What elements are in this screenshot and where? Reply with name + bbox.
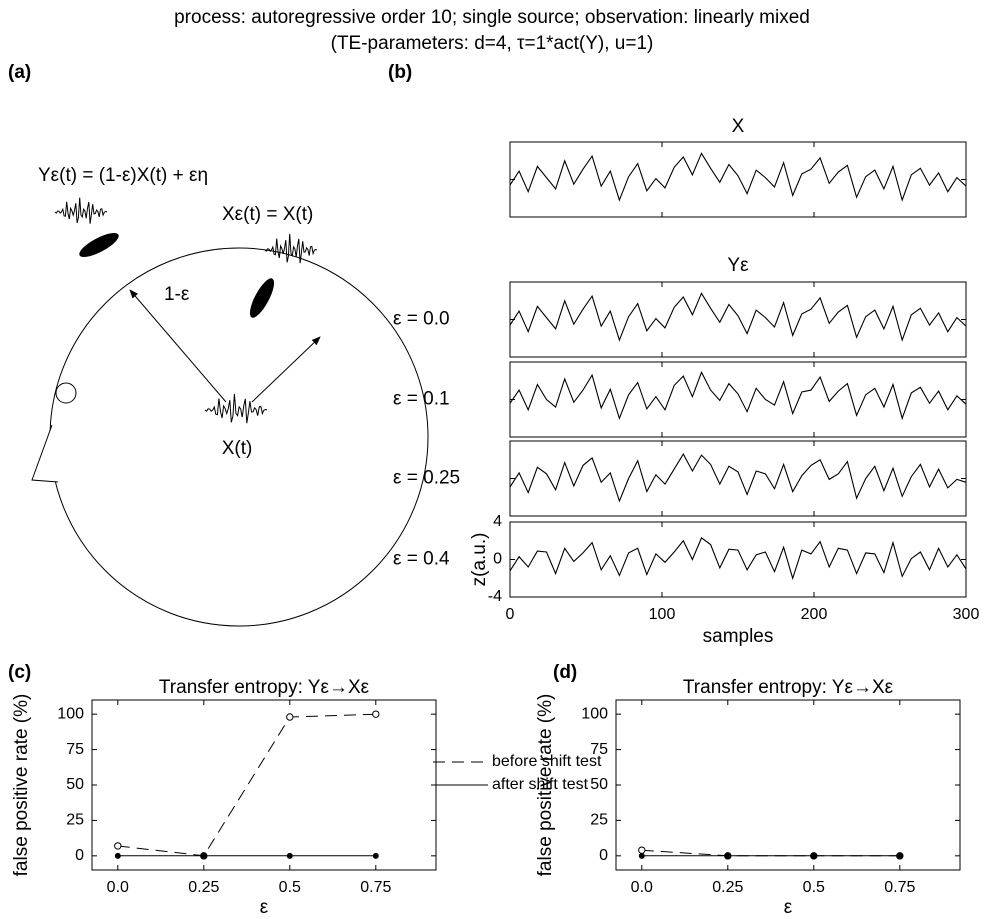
- chart-title: Transfer entropy: Yε→Xε: [683, 677, 894, 698]
- x-electrode-label: Xε(t) = X(t): [222, 204, 313, 225]
- source-label: X(t): [222, 438, 253, 459]
- y-tick-label: 75: [66, 741, 84, 758]
- legend-label: before shift test: [492, 753, 602, 770]
- panel-label: (c): [8, 662, 31, 683]
- series-line: [509, 292, 967, 342]
- y-axis-label: z(a.u.): [469, 533, 490, 587]
- series-line: [509, 537, 967, 581]
- y-tick-label: 100: [581, 705, 608, 722]
- point: [372, 710, 380, 718]
- series-line: [117, 713, 376, 857]
- row-label: ε = 0.0: [393, 309, 450, 330]
- y-tick-label: 100: [57, 705, 84, 722]
- x-axis-label: samples: [703, 626, 774, 647]
- electrode: [249, 278, 275, 318]
- x-tick-label: 100: [649, 606, 676, 623]
- y-tick-label: 0: [599, 847, 608, 864]
- y-axis-label: false positive rate (%): [535, 694, 556, 877]
- chart-title: Transfer entropy: Yε→Xε: [159, 677, 370, 698]
- y-tick-label: 4: [493, 513, 502, 530]
- x-tick-label: 200: [801, 606, 828, 623]
- x-axis-label: ε: [784, 897, 793, 918]
- waveform: [264, 233, 318, 264]
- x-tick-label: 0.75: [360, 879, 391, 896]
- figure-subtitle: (TE-parameters: d=4, τ=1*act(Y), u=1): [331, 33, 654, 54]
- axes-frame: [509, 281, 967, 358]
- group-title: Yε: [727, 255, 749, 276]
- point: [286, 852, 293, 859]
- series-line: [641, 849, 900, 857]
- row-label: ε = 0.4: [393, 549, 450, 570]
- panel-label: (d): [553, 662, 577, 683]
- electrode: [79, 232, 119, 258]
- y-tick-label: -4: [488, 588, 502, 605]
- diagram: (a) Yε(t) = (1-ε)X(t) + εη Xε(t) = X(t) …: [8, 62, 429, 627]
- y-electrode-label: Yε(t) = (1-ε)X(t) + εη: [38, 165, 208, 186]
- legend-label: after shift test: [492, 776, 589, 793]
- x-tick-label: 0.25: [712, 879, 743, 896]
- point: [200, 852, 207, 859]
- head: [49, 247, 429, 627]
- y-tick-label: 0: [493, 551, 502, 568]
- point: [896, 852, 903, 859]
- y-tick-label: 25: [590, 812, 608, 829]
- x-tick-label: 0.25: [188, 879, 219, 896]
- axes-frame: [509, 141, 967, 218]
- point: [114, 852, 121, 859]
- x-tick-label: 300: [953, 606, 980, 623]
- point: [638, 846, 646, 854]
- x-tick-label: 0.0: [631, 879, 653, 896]
- row-label: ε = 0.1: [393, 389, 450, 410]
- waveform: [54, 197, 108, 224]
- axes-frame: [615, 699, 961, 871]
- point: [810, 852, 817, 859]
- panel-label: (b): [388, 62, 412, 83]
- y-tick-label: 0: [75, 847, 84, 864]
- row-label: ε = 0.25: [393, 468, 460, 489]
- panel-title: X: [732, 116, 745, 137]
- point: [286, 713, 294, 721]
- figure-title: process: autoregressive order 10; single…: [174, 7, 810, 28]
- eye: [55, 382, 77, 404]
- arrow: [251, 336, 321, 403]
- x-tick-label: 0.0: [107, 879, 129, 896]
- axes-frame: [91, 699, 437, 871]
- point: [114, 842, 122, 850]
- nose: [31, 424, 59, 483]
- y-tick-label: 50: [66, 776, 84, 793]
- series-line: [509, 370, 967, 421]
- waveform: [204, 393, 268, 424]
- y-tick-label: 75: [590, 741, 608, 758]
- arrow: [129, 289, 227, 403]
- point: [638, 852, 645, 859]
- axes-frame: [509, 440, 967, 517]
- point: [372, 852, 379, 859]
- x-tick-label: 0.75: [884, 879, 915, 896]
- series-line: [509, 452, 967, 503]
- series-line: [509, 152, 967, 202]
- y-tick-label: 25: [66, 812, 84, 829]
- arrow-label: 1-ε: [164, 284, 190, 305]
- x-tick-label: 0.5: [279, 879, 301, 896]
- x-tick-label: 0.5: [803, 879, 825, 896]
- x-tick-label: 0: [506, 606, 515, 623]
- panel-label: (a): [8, 62, 31, 83]
- y-tick-label: 50: [590, 776, 608, 793]
- x-axis-label: ε: [260, 897, 269, 918]
- y-axis-label: false positive rate (%): [11, 694, 32, 877]
- point: [724, 852, 731, 859]
